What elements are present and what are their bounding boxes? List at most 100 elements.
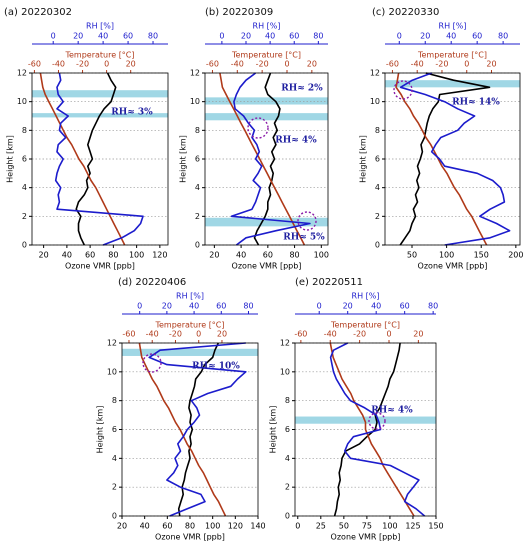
x-tick-label: 0 <box>295 522 300 531</box>
x-tick-label: 60 <box>85 251 95 260</box>
x-tick-label: 80 <box>108 251 118 260</box>
x-tick-label: 75 <box>362 522 372 531</box>
x-tick-label: 20 <box>420 32 430 41</box>
x-tick-label: 60 <box>162 522 172 531</box>
x-tick-label: 80 <box>243 302 253 311</box>
x-tick-label: 40 <box>265 32 275 41</box>
y-tick-label: 10 <box>190 97 200 106</box>
annotation: RH≈ 3% <box>111 108 153 118</box>
x-tick-label: -40 <box>411 60 424 69</box>
x-tick-label: 20 <box>117 522 127 531</box>
y-tick-label: 8 <box>22 126 27 135</box>
y-tick-label: 0 <box>285 512 290 521</box>
y-tick-label: 2 <box>375 212 380 221</box>
y-tick-label: 0 <box>195 241 200 250</box>
plot-frame <box>204 72 329 246</box>
annotation: RH≈ 5% <box>283 233 325 243</box>
highlight-circle <box>247 117 269 139</box>
y-tick-label: 8 <box>112 396 117 405</box>
x-tick-label: 20 <box>307 60 317 69</box>
x-tick-label: 40 <box>446 32 456 41</box>
y-tick-label: 2 <box>22 212 27 221</box>
x-axis-label: Ozone VMR [ppb] <box>155 533 225 542</box>
x-tick-label: 80 <box>185 522 195 531</box>
y-tick-label: 10 <box>107 367 117 376</box>
panel: (a) 20220302 0 2 4 6 8 10 12 Height [km] 20 40 60 80… <box>4 7 169 271</box>
x-tick-label: 100 <box>129 251 144 260</box>
y-tick-label: 8 <box>375 126 380 135</box>
shaded-layer <box>385 80 520 88</box>
x-axis-label: Temperature [°C] <box>330 321 400 330</box>
x-tick-label: 120 <box>152 251 167 260</box>
plot-frame <box>294 342 437 517</box>
shaded-layer <box>205 97 328 105</box>
x-axis-label: RH [%] <box>176 292 204 301</box>
x-tick-label: 0 <box>137 302 142 311</box>
x-tick-label: 25 <box>316 522 326 531</box>
shaded-layer <box>32 90 168 98</box>
panel-title: (d) 20220406 <box>118 277 186 288</box>
x-tick-label: 80 <box>313 32 323 41</box>
x-tick-label: 50 <box>339 522 349 531</box>
x-tick-label: 40 <box>98 32 108 41</box>
shaded-layer <box>205 217 328 227</box>
x-tick-label: 100 <box>205 522 220 531</box>
profile-line <box>54 72 144 246</box>
y-axis-label: Height [km] <box>96 406 105 454</box>
x-tick-label: 20 <box>73 32 83 41</box>
x-axis-label: RH [%] <box>439 22 467 31</box>
x-tick-label: 0 <box>104 60 109 69</box>
highlight-circle <box>368 412 386 430</box>
y-tick-label: 4 <box>375 183 380 192</box>
y-tick-label: 10 <box>17 97 27 106</box>
profile-line <box>39 72 126 246</box>
y-tick-label: 12 <box>107 339 117 348</box>
x-tick-label: 0 <box>219 32 224 41</box>
x-tick-label: 50 <box>407 251 417 260</box>
y-tick-label: 2 <box>112 483 117 492</box>
x-tick-label: -20 <box>353 330 366 339</box>
x-tick-label: 20 <box>209 251 219 260</box>
x-tick-label: 40 <box>371 302 381 311</box>
x-tick-label: 20 <box>486 60 496 69</box>
y-tick-label: 2 <box>285 483 290 492</box>
plot-frame <box>31 72 169 246</box>
y-tick-label: 4 <box>285 454 290 463</box>
x-tick-label: 100 <box>314 251 329 260</box>
y-tick-label: 4 <box>22 183 27 192</box>
plot-frame <box>121 342 259 517</box>
x-tick-label: 0 <box>317 302 322 311</box>
x-tick-label: -60 <box>386 60 399 69</box>
shaded-layer <box>122 348 258 356</box>
y-tick-label: 12 <box>370 69 380 78</box>
x-tick-label: 20 <box>126 60 136 69</box>
profile-line <box>219 72 306 246</box>
x-tick-label: -40 <box>324 330 337 339</box>
highlight-circle <box>142 353 162 373</box>
annotation: RH≈ 14% <box>452 98 500 108</box>
y-tick-label: 8 <box>285 396 290 405</box>
x-tick-label: 40 <box>189 302 199 311</box>
x-axis-label: Ozone VMR [ppb] <box>418 262 488 271</box>
profile-line <box>333 342 401 517</box>
y-tick-label: 4 <box>195 183 200 192</box>
x-tick-label: 120 <box>228 522 243 531</box>
y-tick-label: 0 <box>112 512 117 521</box>
profile-line <box>399 72 491 246</box>
x-tick-label: -60 <box>122 330 135 339</box>
profile-line <box>395 72 488 246</box>
annotation: RH≈ 4% <box>275 136 317 146</box>
x-tick-label: 150 <box>428 522 443 531</box>
x-tick-label: -20 <box>256 60 269 69</box>
x-tick-label: 0 <box>386 330 391 339</box>
x-axis-label: Temperature [°C] <box>64 51 134 60</box>
panel-title: (b) 20220309 <box>205 7 273 18</box>
y-tick-label: 6 <box>285 425 290 434</box>
x-tick-label: 60 <box>289 32 299 41</box>
x-tick-label: 0 <box>196 330 201 339</box>
x-tick-label: 0 <box>397 32 402 41</box>
y-tick-label: 6 <box>195 155 200 164</box>
x-tick-label: 20 <box>162 302 172 311</box>
x-tick-label: 20 <box>217 330 227 339</box>
y-tick-label: 6 <box>112 425 117 434</box>
